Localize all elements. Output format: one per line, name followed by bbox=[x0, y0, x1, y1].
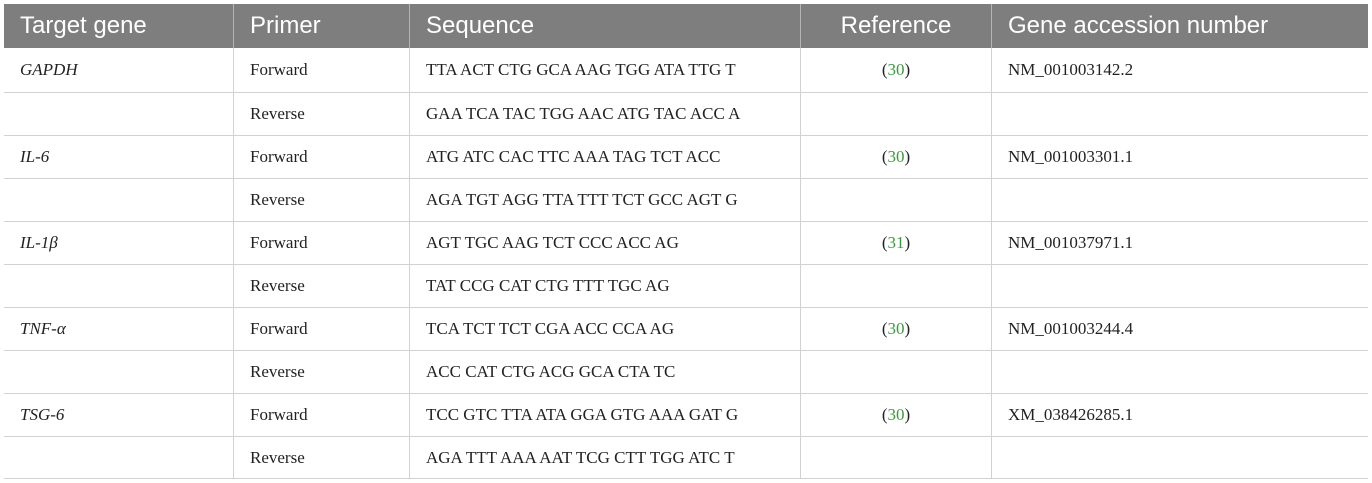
sequence-cell: AGA TGT AGG TTA TTT TCT GCC AGT G bbox=[409, 178, 801, 222]
reference-open-paren: ( bbox=[881, 60, 888, 79]
primer-cell: Forward bbox=[233, 135, 410, 179]
reference-close-paren: ) bbox=[904, 405, 911, 424]
target-gene-cell bbox=[4, 436, 234, 479]
table-row: TSG-6 Forward TCC GTC TTA ATA GGA GTG AAA … bbox=[4, 393, 1368, 437]
primer-cell: Reverse bbox=[233, 264, 410, 308]
reference-close-paren: ) bbox=[904, 60, 911, 79]
reference-link[interactable]: 30 bbox=[887, 60, 905, 79]
header-primer: Primer bbox=[233, 4, 410, 48]
accession-cell: NM_001003142.2 bbox=[1008, 60, 1134, 79]
primer-table: Target gene Primer Sequence Reference Ge… bbox=[4, 4, 1368, 479]
reference-link[interactable]: 30 bbox=[887, 319, 905, 338]
accession-cell: XM_038426285.1 bbox=[991, 393, 1368, 437]
target-gene-cell: GAPDH bbox=[4, 48, 234, 93]
target-gene-cell: TSG-6 bbox=[4, 393, 234, 437]
sequence-cell: TCA TCT TCT CGA ACC CCA AG bbox=[409, 307, 801, 351]
sequence-cell: AGT TGC AAG TCT CCC ACC AG bbox=[409, 221, 801, 265]
reference-link[interactable]: 30 bbox=[887, 147, 905, 166]
accession-cell bbox=[991, 178, 1368, 222]
header-target-gene: Target gene bbox=[4, 4, 234, 48]
reference-cell: (30) bbox=[800, 393, 992, 437]
reference-cell: (30) bbox=[800, 48, 992, 93]
primer-cell: Reverse bbox=[233, 92, 410, 136]
primer-cell: Forward bbox=[233, 393, 410, 437]
target-gene-cell: IL-6 bbox=[4, 135, 234, 179]
primer-cell: Forward bbox=[233, 48, 410, 93]
reference-close-paren: ) bbox=[904, 147, 911, 166]
reference-cell bbox=[800, 92, 992, 136]
target-gene-cell bbox=[4, 350, 234, 394]
primer-cell: Reverse bbox=[233, 350, 410, 394]
reference-cell: (30) bbox=[800, 307, 992, 351]
table-row: GAPDH Forward TTA ACT CTG GCA AAG TGG ATA … bbox=[4, 48, 1368, 93]
accession-cell bbox=[991, 350, 1368, 394]
target-gene-cell bbox=[4, 178, 234, 222]
primer-cell: Reverse bbox=[233, 178, 410, 222]
header-reference: Reference bbox=[800, 4, 992, 48]
sequence-cell: TAT CCG CAT CTG TTT TGC AG bbox=[409, 264, 801, 308]
reference-cell bbox=[800, 264, 992, 308]
header-sequence: Sequence bbox=[409, 4, 801, 48]
reference-cell: (30) bbox=[800, 135, 992, 179]
table-row: Reverse GAA TCA TAC TGG AAC ATG TAC ACC A bbox=[4, 92, 1368, 136]
sequence-cell: TCC GTC TTA ATA GGA GTG AAA GAT G bbox=[409, 393, 801, 437]
sequence-cell: ATG ATC CAC TTC AAA TAG TCT ACC bbox=[409, 135, 801, 179]
table-row: Reverse AGA TTT AAA AAT TCG CTT TGG ATC T bbox=[4, 436, 1368, 479]
primer-cell: Reverse bbox=[233, 436, 410, 479]
reference-open-paren: ( bbox=[881, 233, 888, 252]
reference-close-paren: ) bbox=[904, 233, 911, 252]
table-body: GAPDH Forward TTA ACT CTG GCA AAG TGG ATA … bbox=[4, 48, 1368, 479]
table-row: TNF-α Forward TCA TCT TCT CGA ACC CCA AG (3… bbox=[4, 307, 1368, 351]
sequence-cell: TTA ACT CTG GCA AAG TGG ATA TTG T bbox=[409, 48, 801, 93]
sequence-cell: GAA TCA TAC TGG AAC ATG TAC ACC A bbox=[409, 92, 801, 136]
accession-cell bbox=[991, 264, 1368, 308]
target-gene-cell bbox=[4, 92, 234, 136]
reference-open-paren: ( bbox=[881, 147, 888, 166]
sequence-cell: AGA TTT AAA AAT TCG CTT TGG ATC T bbox=[409, 436, 801, 479]
header-accession: Gene accession number bbox=[991, 4, 1368, 48]
accession-cell: NM_001003301.1 bbox=[991, 135, 1368, 179]
accession-cell: NM_001037971.1 bbox=[991, 221, 1368, 265]
target-gene-cell: TNF-α bbox=[4, 307, 234, 351]
target-gene-cell: IL-1β bbox=[4, 221, 234, 265]
reference-close-paren: ) bbox=[904, 319, 911, 338]
reference-cell bbox=[800, 350, 992, 394]
table-row: IL-6 Forward ATG ATC CAC TTC AAA TAG TCT A… bbox=[4, 135, 1368, 179]
table-row: IL-1β Forward AGT TGC AAG TCT CCC ACC AG (3… bbox=[4, 221, 1368, 265]
primer-cell: Forward bbox=[233, 307, 410, 351]
table-row: Reverse AGA TGT AGG TTA TTT TCT GCC AGT G bbox=[4, 178, 1368, 222]
reference-cell: (31) bbox=[800, 221, 992, 265]
reference-cell bbox=[800, 178, 992, 222]
target-gene-cell bbox=[4, 264, 234, 308]
accession-cell bbox=[991, 92, 1368, 136]
reference-open-paren: ( bbox=[881, 319, 888, 338]
reference-open-paren: ( bbox=[881, 405, 888, 424]
table-row: Reverse ACC CAT CTG ACG GCA CTA TC bbox=[4, 350, 1368, 394]
accession-cell: NM_001003244.4 bbox=[991, 307, 1368, 351]
reference-link[interactable]: 31 bbox=[887, 233, 905, 252]
header-row: Target gene Primer Sequence Reference Ge… bbox=[4, 4, 1368, 48]
primer-cell: Forward bbox=[233, 221, 410, 265]
reference-link[interactable]: 30 bbox=[887, 405, 905, 424]
reference-cell bbox=[800, 436, 992, 479]
sequence-cell: ACC CAT CTG ACG GCA CTA TC bbox=[409, 350, 801, 394]
accession-cell bbox=[991, 436, 1368, 479]
table-row: Reverse TAT CCG CAT CTG TTT TGC AG bbox=[4, 264, 1368, 308]
